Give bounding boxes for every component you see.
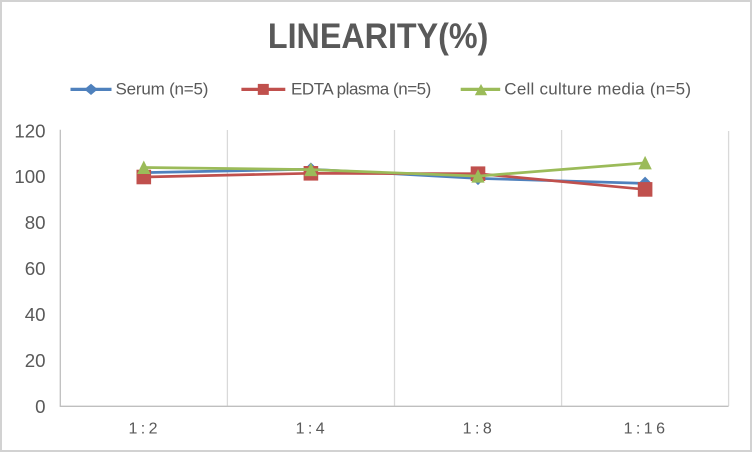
svg-text:Cell culture media (n=5): Cell culture media (n=5) [504,80,691,99]
svg-text:1:2: 1:2 [128,421,160,438]
svg-text:1:8: 1:8 [463,421,495,438]
svg-text:Serum (n=5): Serum (n=5) [116,80,209,99]
svg-text:0: 0 [35,396,45,417]
svg-text:120: 120 [14,120,45,141]
svg-text:LINEARITY(%): LINEARITY(%) [268,18,488,56]
svg-text:40: 40 [25,304,46,325]
svg-text:1:4: 1:4 [296,421,328,438]
svg-text:100: 100 [14,166,45,187]
svg-text:20: 20 [25,350,46,371]
svg-text:80: 80 [25,212,46,233]
svg-text:60: 60 [25,258,46,279]
svg-text:1:16: 1:16 [624,421,669,438]
svg-text:EDTA plasma (n=5): EDTA plasma (n=5) [291,80,431,99]
